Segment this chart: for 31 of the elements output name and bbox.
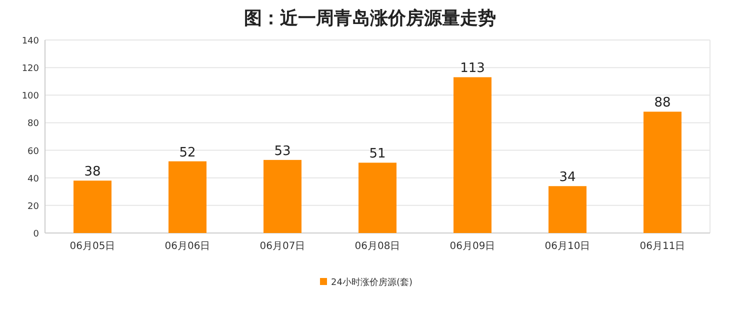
y-tick-label: 140: [22, 36, 40, 46]
bar: [168, 161, 206, 233]
data-label: 51: [369, 146, 386, 162]
x-tick-label: 06月10日: [544, 241, 590, 252]
bar: [644, 112, 682, 233]
data-label: 38: [84, 164, 101, 180]
x-tick-label: 06月09日: [450, 241, 496, 252]
bar: [74, 180, 112, 233]
data-label: 88: [654, 96, 671, 111]
bar: [358, 162, 396, 233]
data-label: 34: [559, 170, 576, 186]
x-tick-label: 06月05日: [70, 241, 116, 252]
bar: [264, 160, 302, 233]
y-tick-label: 100: [22, 92, 40, 102]
y-tick-label: 120: [22, 64, 40, 74]
bar: [548, 186, 586, 233]
data-label: 113: [460, 61, 485, 76]
data-label: 52: [179, 145, 196, 160]
x-tick-label: 06月07日: [260, 241, 306, 252]
chart-title: 图：近一周青岛涨价房源量走势: [244, 8, 496, 29]
legend-label: 24小时涨价房源(套): [331, 277, 412, 288]
bar: [454, 77, 492, 233]
y-tick-label: 20: [28, 202, 40, 212]
x-tick-label: 06月08日: [354, 241, 400, 252]
y-tick-label: 40: [28, 174, 40, 184]
x-tick-label: 06月11日: [640, 241, 686, 252]
x-tick-label: 06月06日: [164, 241, 210, 252]
y-tick-label: 80: [28, 119, 40, 130]
data-label: 53: [274, 144, 291, 159]
y-tick-label: 60: [28, 146, 40, 157]
y-tick-label: 0: [33, 230, 40, 240]
